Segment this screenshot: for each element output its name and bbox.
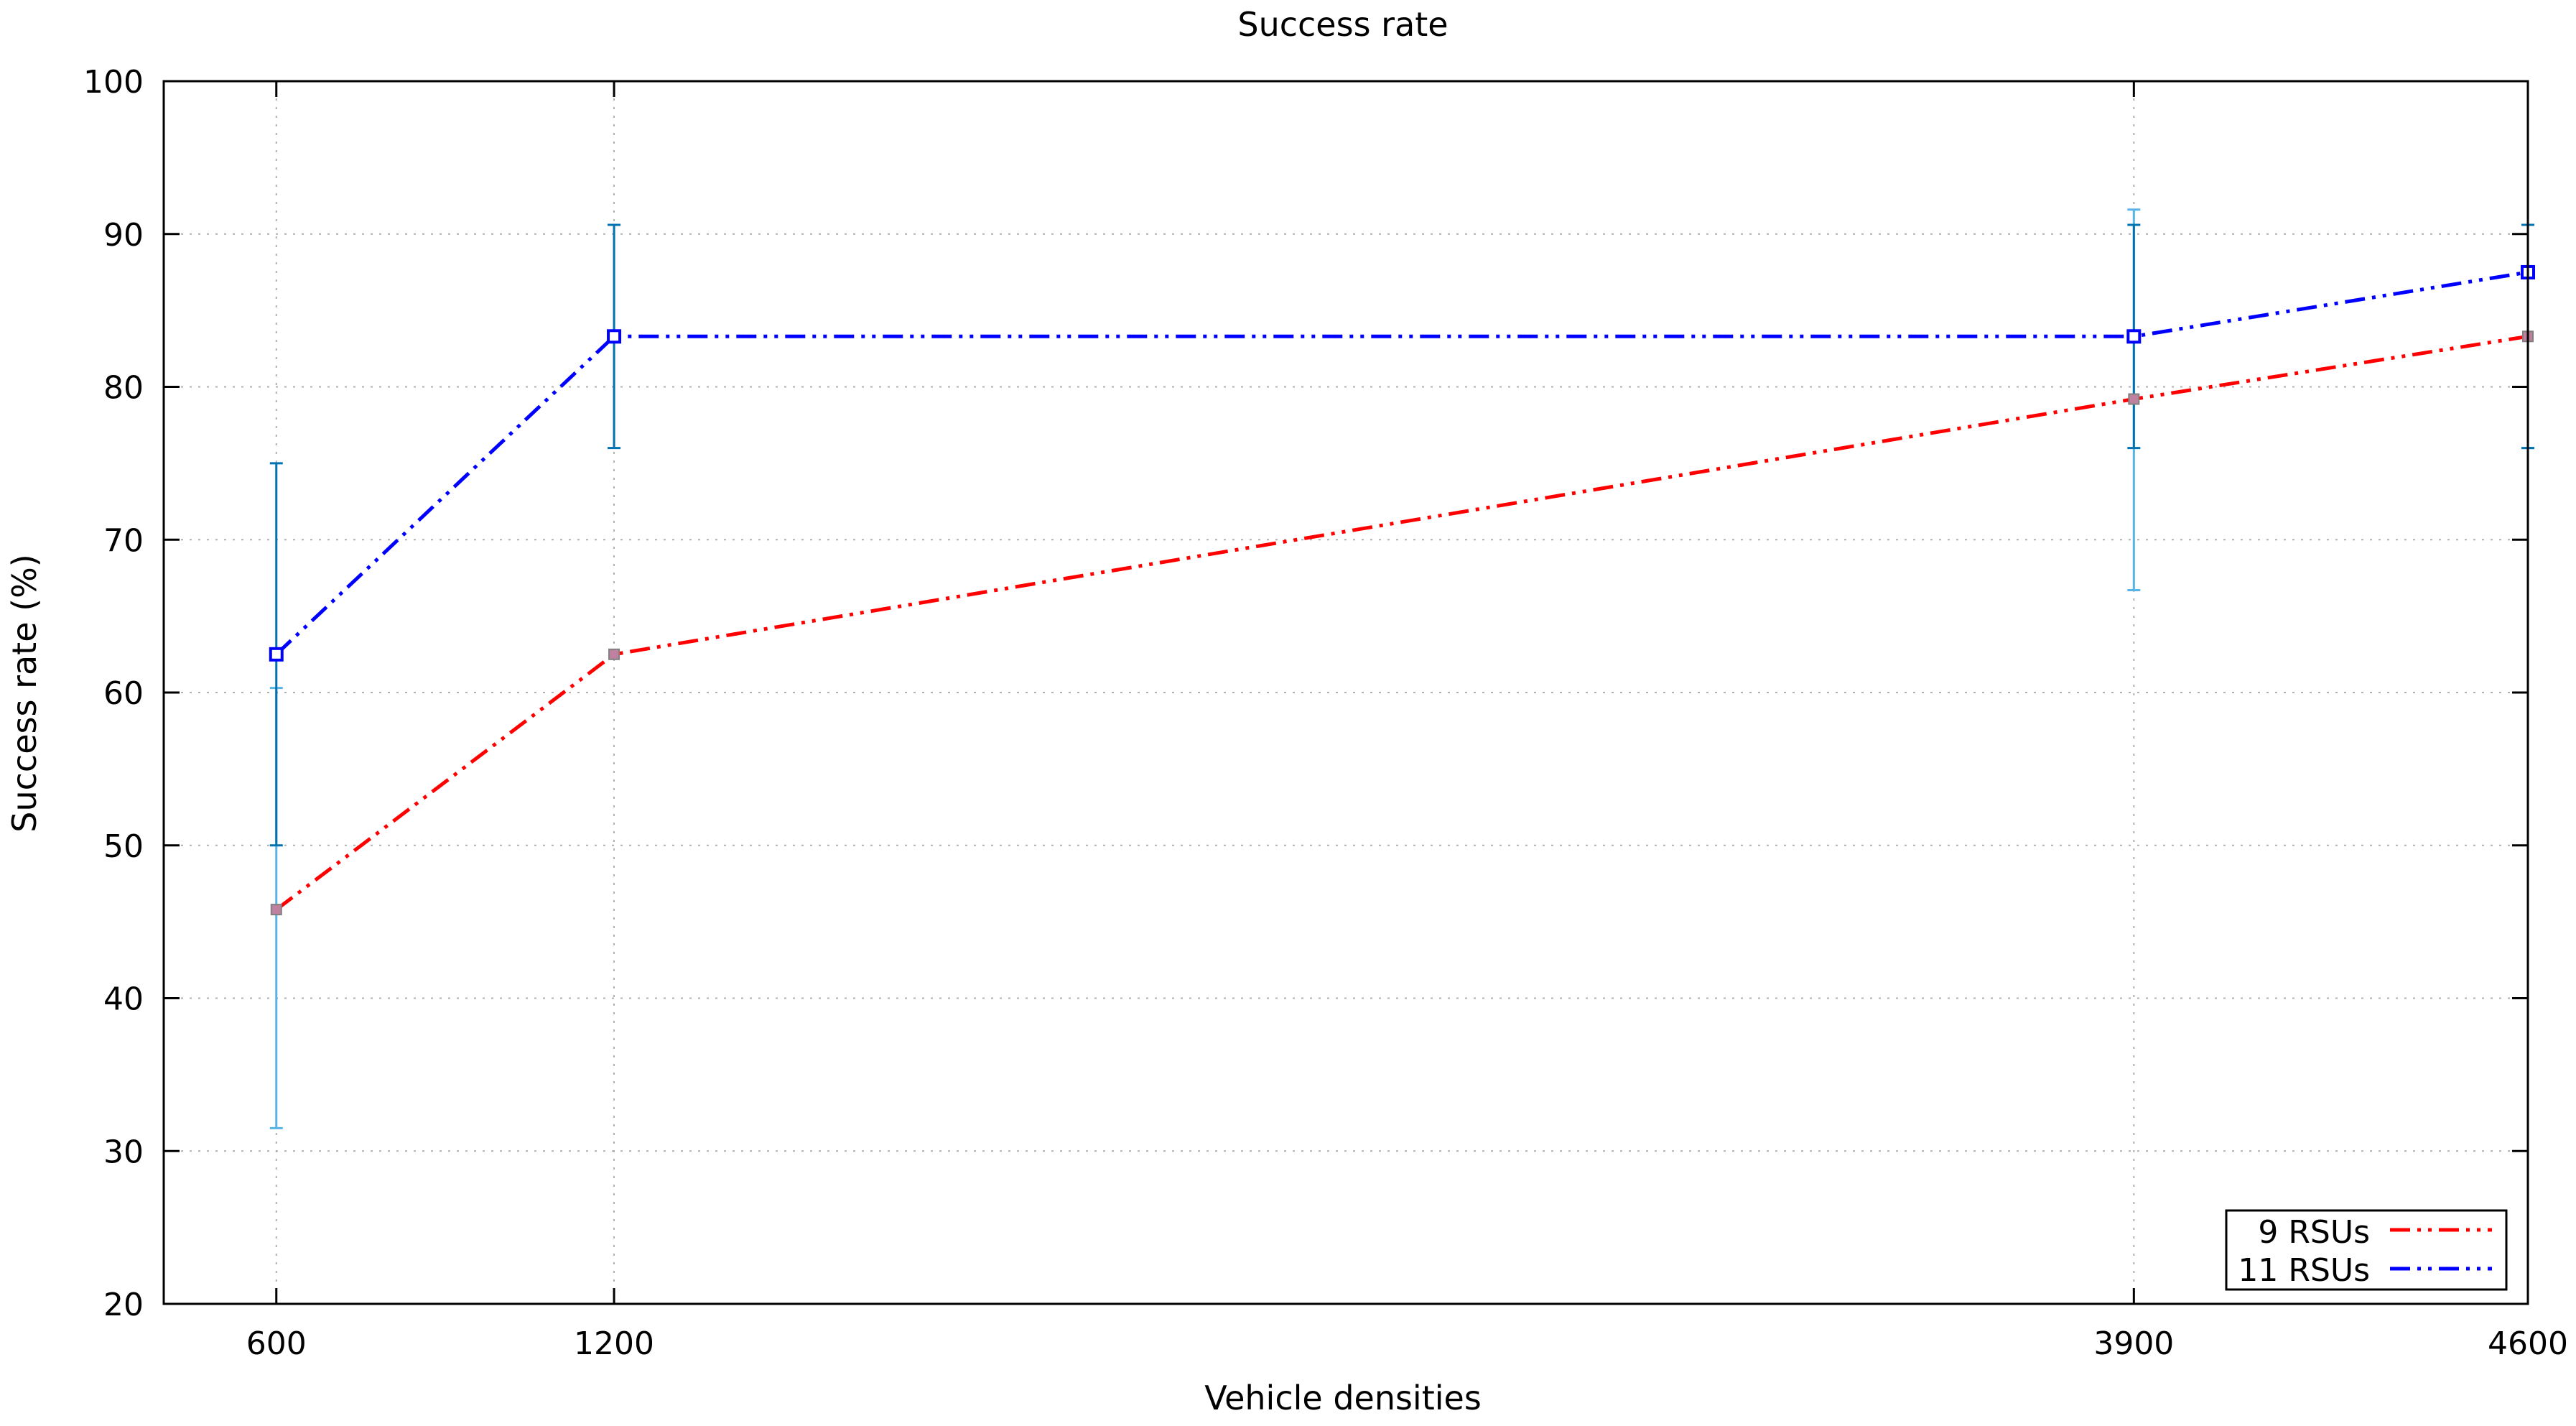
x-tick-label: 3900 xyxy=(2093,1325,2174,1362)
x-axis-label: Vehicle densities xyxy=(1204,1379,1482,1417)
data-point-9-rsus xyxy=(608,648,620,660)
legend-label-9-rsus: 9 RSUs xyxy=(2258,1214,2370,1251)
data-point-11-rsus xyxy=(2126,329,2142,344)
y-tick-label: 90 xyxy=(103,217,144,254)
series-line-9-rsus xyxy=(275,334,2529,912)
y-tick-label: 30 xyxy=(103,1134,144,1170)
x-tick-label: 1200 xyxy=(574,1325,654,1362)
legend: 9 RSUs 11 RSUs xyxy=(2225,1209,2508,1291)
series-line-11-rsus xyxy=(275,270,2529,656)
data-point-11-rsus xyxy=(607,329,622,344)
y-tick-label: 70 xyxy=(103,522,144,559)
data-point-9-rsus xyxy=(2128,393,2140,405)
chart-title: Success rate xyxy=(1237,5,1448,44)
data-point-11-rsus xyxy=(269,647,284,662)
y-tick-label: 60 xyxy=(103,675,144,712)
y-tick-label: 100 xyxy=(83,64,144,101)
y-tick-label: 20 xyxy=(103,1287,144,1323)
x-tick-label: 4600 xyxy=(2488,1325,2568,1362)
y-tick-label: 80 xyxy=(103,370,144,407)
y-axis-label: Success rate (%) xyxy=(5,554,44,832)
legend-label-11-rsus: 11 RSUs xyxy=(2238,1252,2370,1289)
y-tick-label: 50 xyxy=(103,828,144,865)
series-lines xyxy=(275,270,2529,912)
data-points xyxy=(269,264,2535,916)
legend-box xyxy=(2225,1209,2508,1291)
y-tick-label: 40 xyxy=(103,981,144,1018)
axis-ticks: 20 30 40 50 60 70 80 90 100 600 1200 3900 4600 xyxy=(83,64,2568,1362)
data-point-9-rsus xyxy=(270,904,282,916)
x-tick-label: 600 xyxy=(246,1325,307,1362)
